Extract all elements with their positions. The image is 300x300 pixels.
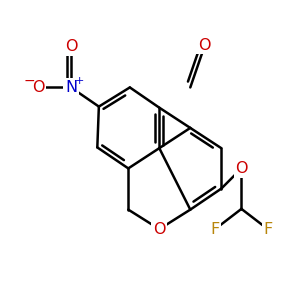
- Text: O: O: [198, 38, 211, 52]
- Text: O: O: [65, 39, 77, 54]
- Text: N: N: [65, 80, 77, 95]
- Text: O: O: [32, 80, 45, 95]
- Text: O: O: [235, 161, 248, 176]
- Text: F: F: [211, 222, 220, 237]
- Text: O: O: [153, 222, 166, 237]
- Text: −: −: [24, 74, 36, 88]
- Text: F: F: [263, 222, 272, 237]
- Text: +: +: [75, 76, 84, 86]
